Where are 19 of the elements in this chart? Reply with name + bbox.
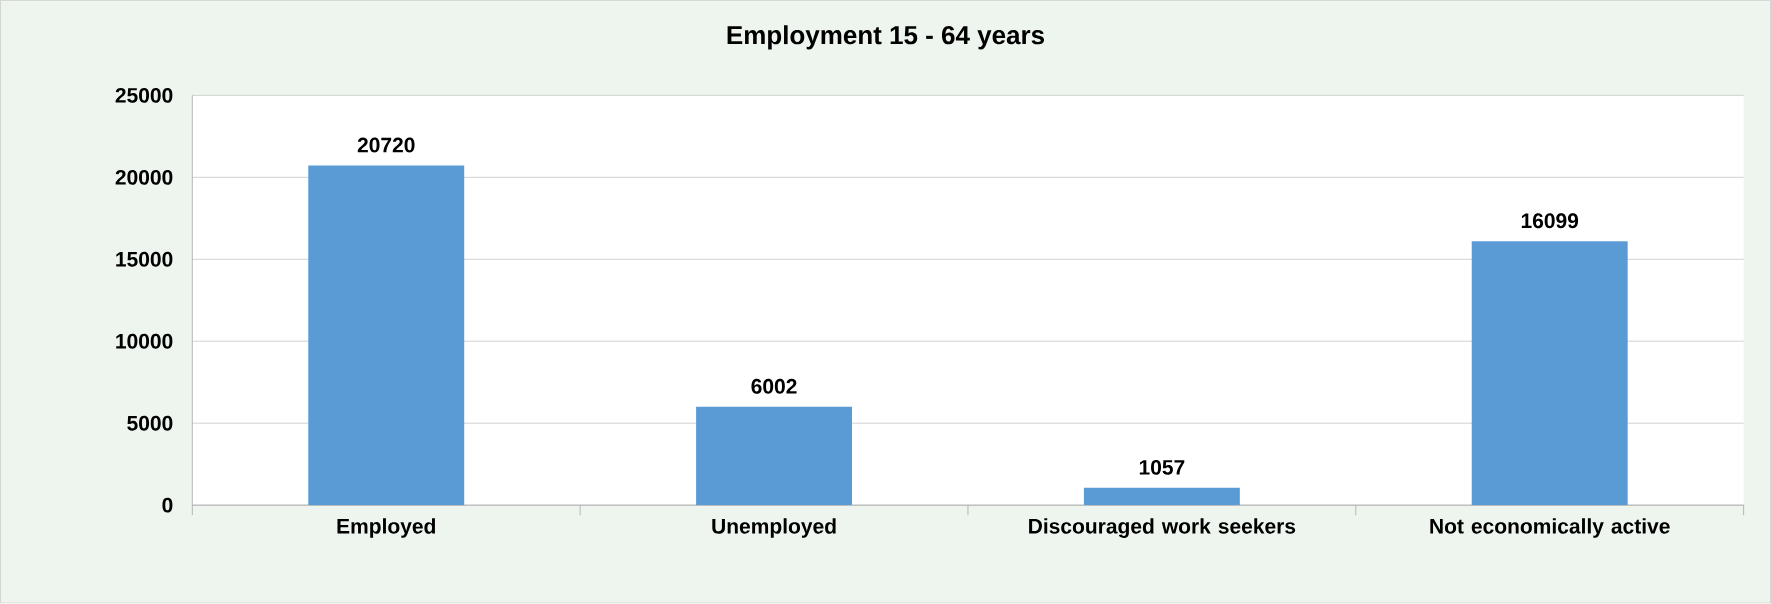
x-tick-label: Unemployed — [712, 518, 836, 539]
y-tick-label: 20000 — [115, 170, 173, 185]
y-tick-label: 0 — [162, 497, 173, 513]
y-tick-label: 10000 — [116, 334, 173, 349]
x-tick-label: Employed — [337, 518, 436, 539]
y-tick-label: 5000 — [127, 416, 173, 431]
x-tick-label: Discouraged work seekers — [1029, 518, 1296, 539]
bar — [1083, 488, 1240, 506]
x-tick-label: Not economically active — [1430, 518, 1670, 539]
data-label: 16099 — [1521, 213, 1579, 229]
data-label: 20720 — [357, 137, 415, 153]
bar — [1471, 241, 1628, 506]
bar — [308, 165, 465, 506]
bar — [696, 407, 853, 506]
data-label: 6002 — [751, 379, 797, 394]
chart-title: Employment 15 - 64 years — [727, 25, 1045, 50]
data-label: 1057 — [1139, 460, 1185, 476]
y-tick-label: 25000 — [115, 88, 173, 104]
y-tick-label: 15000 — [116, 252, 173, 267]
